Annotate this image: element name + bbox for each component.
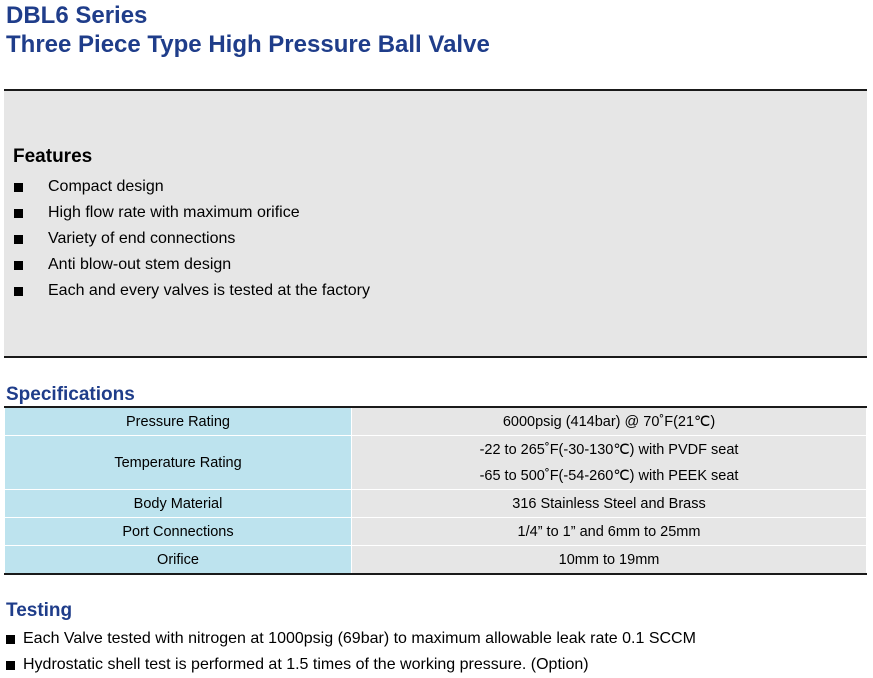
square-bullet-icon bbox=[14, 286, 23, 296]
testing-list: Each Valve tested with nitrogen at 1000p… bbox=[6, 626, 696, 678]
spec-value-line: -22 to 265˚F(-30-130℃) with PVDF seat bbox=[479, 441, 739, 458]
square-bullet-icon bbox=[14, 208, 23, 218]
square-bullet-icon bbox=[6, 634, 15, 644]
spec-label: Body Material bbox=[4, 489, 352, 518]
spec-value-line: -65 to 500˚F(-54-260℃) with PEEK seat bbox=[479, 467, 739, 484]
feature-item: Variety of end connections bbox=[13, 226, 370, 252]
spec-label: Pressure Rating bbox=[4, 406, 352, 436]
spec-value-line: 316 Stainless Steel and Brass bbox=[512, 495, 706, 512]
spec-value-line: 1/4” to 1” and 6mm to 25mm bbox=[517, 523, 701, 540]
spec-label: Orifice bbox=[4, 545, 352, 575]
series-title: DBL6 Series bbox=[6, 2, 148, 29]
testing-text: Each Valve tested with nitrogen at 1000p… bbox=[23, 630, 696, 647]
feature-text: Each and every valves is tested at the f… bbox=[48, 282, 370, 299]
spec-label: Port Connections bbox=[4, 517, 352, 546]
spec-value: -22 to 265˚F(-30-130℃) with PVDF seat -6… bbox=[351, 435, 867, 490]
table-row: Pressure Rating 6000psig (414bar) @ 70˚F… bbox=[4, 406, 867, 436]
spec-value: 10mm to 19mm bbox=[351, 545, 867, 575]
square-bullet-icon bbox=[14, 260, 23, 270]
testing-heading: Testing bbox=[6, 600, 73, 621]
spec-value: 316 Stainless Steel and Brass bbox=[351, 489, 867, 518]
table-row: Body Material 316 Stainless Steel and Br… bbox=[4, 489, 867, 518]
spec-value-line: 10mm to 19mm bbox=[558, 551, 660, 568]
feature-text: High flow rate with maximum orifice bbox=[48, 204, 300, 221]
feature-item: High flow rate with maximum orifice bbox=[13, 200, 370, 226]
specifications-table: Pressure Rating 6000psig (414bar) @ 70˚F… bbox=[4, 406, 867, 575]
table-row: Orifice 10mm to 19mm bbox=[4, 545, 867, 575]
spec-value: 1/4” to 1” and 6mm to 25mm bbox=[351, 517, 867, 546]
square-bullet-icon bbox=[14, 234, 23, 244]
testing-item: Each Valve tested with nitrogen at 1000p… bbox=[6, 626, 696, 652]
square-bullet-icon bbox=[14, 182, 23, 192]
product-title: Three Piece Type High Pressure Ball Valv… bbox=[6, 31, 490, 58]
testing-item: Hydrostatic shell test is performed at 1… bbox=[6, 652, 696, 678]
testing-text: Hydrostatic shell test is performed at 1… bbox=[23, 656, 589, 673]
spec-value-line: 6000psig (414bar) @ 70˚F(21℃) bbox=[502, 413, 716, 430]
feature-text: Variety of end connections bbox=[48, 230, 236, 247]
spec-label: Temperature Rating bbox=[4, 435, 352, 490]
feature-text: Compact design bbox=[48, 178, 164, 195]
table-row: Port Connections 1/4” to 1” and 6mm to 2… bbox=[4, 517, 867, 546]
features-list: Compact design High flow rate with maxim… bbox=[13, 174, 370, 304]
features-panel: Features Compact design High flow rate w… bbox=[4, 89, 867, 358]
features-heading: Features bbox=[13, 146, 93, 167]
specifications-heading: Specifications bbox=[6, 384, 135, 405]
table-row: Temperature Rating -22 to 265˚F(-30-130℃… bbox=[4, 435, 867, 490]
feature-item: Compact design bbox=[13, 174, 370, 200]
square-bullet-icon bbox=[6, 660, 15, 670]
spec-value: 6000psig (414bar) @ 70˚F(21℃) bbox=[351, 406, 867, 436]
feature-text: Anti blow-out stem design bbox=[48, 256, 232, 273]
feature-item: Anti blow-out stem design bbox=[13, 252, 370, 278]
feature-item: Each and every valves is tested at the f… bbox=[13, 278, 370, 304]
